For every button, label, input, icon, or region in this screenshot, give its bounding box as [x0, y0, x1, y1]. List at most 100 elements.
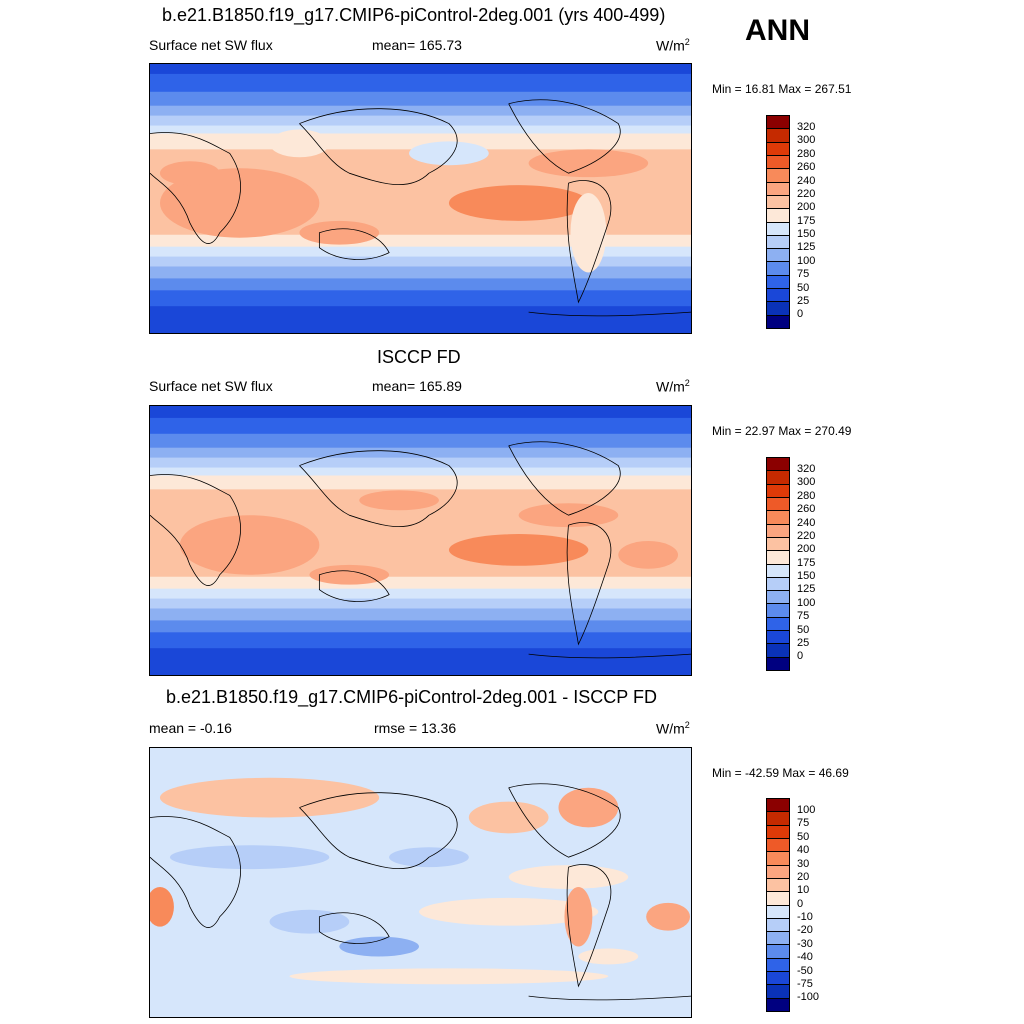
season-label: ANN	[745, 14, 810, 47]
colorbar-tick-label: 50	[797, 830, 810, 843]
colorbar-tick-label: 175	[797, 556, 816, 569]
colorbar-tick-label: 100	[797, 254, 816, 267]
colorbar-swatch	[767, 932, 789, 946]
colorbar-swatch	[767, 471, 789, 485]
panel-1-units-label: W/m2	[656, 37, 690, 54]
colorbar-swatch	[767, 222, 789, 236]
panel-2-variable-label: Surface net SW flux	[149, 378, 273, 394]
colorbar-tick-label: 240	[797, 174, 816, 187]
colorbar-tick-label: 100	[797, 804, 816, 816]
panel-3-units-label: W/m2	[656, 720, 690, 737]
colorbar-tick-label: 150	[797, 570, 816, 582]
panel-3-map	[149, 747, 692, 1018]
colorbar-tick-label: -40	[797, 951, 813, 964]
colorbar-swatch	[767, 524, 789, 538]
colorbar-swatch	[767, 116, 789, 130]
colorbar-swatch	[767, 905, 789, 919]
panel-1-title: b.e21.B1850.f19_g17.CMIP6-piControl-2deg…	[162, 5, 666, 25]
colorbar-swatch	[767, 564, 789, 578]
colorbar-swatch	[767, 852, 789, 866]
colorbar-tick-label: 300	[797, 134, 816, 147]
colorbar-swatch	[767, 865, 789, 879]
colorbar-swatch	[767, 511, 789, 525]
colorbar-tick-label: 220	[797, 187, 816, 200]
colorbar-swatch	[767, 958, 789, 973]
panel-3-map-svg	[150, 748, 691, 1017]
colorbar-tick-label: 125	[797, 241, 816, 254]
panel-2-map-svg	[150, 406, 691, 675]
colorbar-tick-label: 200	[797, 543, 816, 556]
colorbar-swatch	[767, 129, 789, 143]
colorbar-tick-label: -75	[797, 977, 813, 990]
colorbar-tick-label: 175	[797, 214, 816, 227]
colorbar-tick-label: 25	[797, 294, 810, 307]
colorbar-tick-label: 0	[797, 308, 804, 321]
colorbar-tick-label: 300	[797, 476, 816, 489]
panel-3-minmax: Min = -42.59 Max = 46.69	[712, 766, 849, 780]
colorbar-tick-label: -50	[797, 964, 813, 977]
colorbar-tick-label: 100	[797, 596, 816, 609]
colorbar-tick-label: 0	[797, 897, 804, 910]
colorbar-tick-label: 40	[797, 844, 810, 857]
panel-3-rmse-label: rmse = 13.36	[374, 720, 457, 736]
colorbar-swatch	[767, 657, 789, 670]
panel-2-units-label: W/m2	[656, 378, 690, 395]
colorbar-tick-label: 50	[797, 623, 810, 636]
colorbar-tick-label: 20	[797, 870, 810, 883]
colorbar-swatch	[767, 315, 789, 328]
colorbar-tick-label: -100	[797, 991, 820, 1004]
colorbar-swatch	[767, 249, 789, 263]
panel-1-variable-label: Surface net SW flux	[149, 37, 273, 53]
colorbar-swatch	[767, 604, 789, 618]
colorbar-tick-label: 125	[797, 583, 816, 596]
colorbar-swatch	[767, 799, 789, 813]
colorbar-swatch	[767, 262, 789, 276]
colorbar-tick-label: 280	[797, 489, 816, 502]
colorbar-tick-label: -30	[797, 937, 813, 950]
colorbar-tick-label: 320	[797, 121, 816, 133]
colorbar-swatch	[767, 275, 789, 290]
colorbar-swatch	[767, 289, 789, 303]
colorbar-tick-label: 220	[797, 529, 816, 542]
colorbar-swatch	[767, 998, 789, 1011]
panel-2-mean-label: mean= 165.89	[372, 378, 462, 394]
panel-2-minmax: Min = 22.97 Max = 270.49	[712, 424, 852, 438]
colorbar-swatch	[767, 302, 789, 316]
colorbar-swatch	[767, 497, 789, 512]
colorbar-tick-label: 75	[797, 817, 810, 830]
colorbar-swatch	[767, 892, 789, 906]
panel-3-colorbar	[766, 798, 790, 1012]
colorbar-tick-label: 75	[797, 610, 810, 623]
colorbar-tick-label: 75	[797, 268, 810, 281]
panel-2-map	[149, 405, 692, 676]
colorbar-tick-label: 200	[797, 201, 816, 214]
colorbar-tick-label: 320	[797, 463, 816, 475]
colorbar-swatch	[767, 591, 789, 605]
colorbar-tick-label: 280	[797, 147, 816, 160]
panel-3-mean-label: mean = -0.16	[149, 720, 232, 736]
colorbar-swatch	[767, 484, 789, 498]
colorbar-tick-label: 150	[797, 228, 816, 240]
panel-1-map-svg	[150, 64, 691, 333]
colorbar-tick-label: 260	[797, 161, 816, 174]
panel-3-title: b.e21.B1850.f19_g17.CMIP6-piControl-2deg…	[166, 687, 657, 707]
colorbar-swatch	[767, 918, 789, 933]
colorbar-swatch	[767, 812, 789, 826]
colorbar-swatch	[767, 182, 789, 196]
colorbar-tick-label: 240	[797, 516, 816, 529]
colorbar-swatch	[767, 537, 789, 552]
colorbar-swatch	[767, 825, 789, 839]
colorbar-swatch	[767, 551, 789, 565]
colorbar-tick-label: 50	[797, 281, 810, 294]
colorbar-swatch	[767, 838, 789, 853]
colorbar-swatch	[767, 235, 789, 250]
colorbar-swatch	[767, 195, 789, 210]
panel-2-colorbar	[766, 457, 790, 671]
colorbar-tick-label: 30	[797, 857, 810, 870]
colorbar-swatch	[767, 169, 789, 183]
panel-1-minmax: Min = 16.81 Max = 267.51	[712, 82, 852, 96]
colorbar-tick-label: 260	[797, 503, 816, 516]
colorbar-tick-label: 25	[797, 636, 810, 649]
colorbar-swatch	[767, 985, 789, 999]
colorbar-tick-label: -10	[797, 911, 813, 923]
